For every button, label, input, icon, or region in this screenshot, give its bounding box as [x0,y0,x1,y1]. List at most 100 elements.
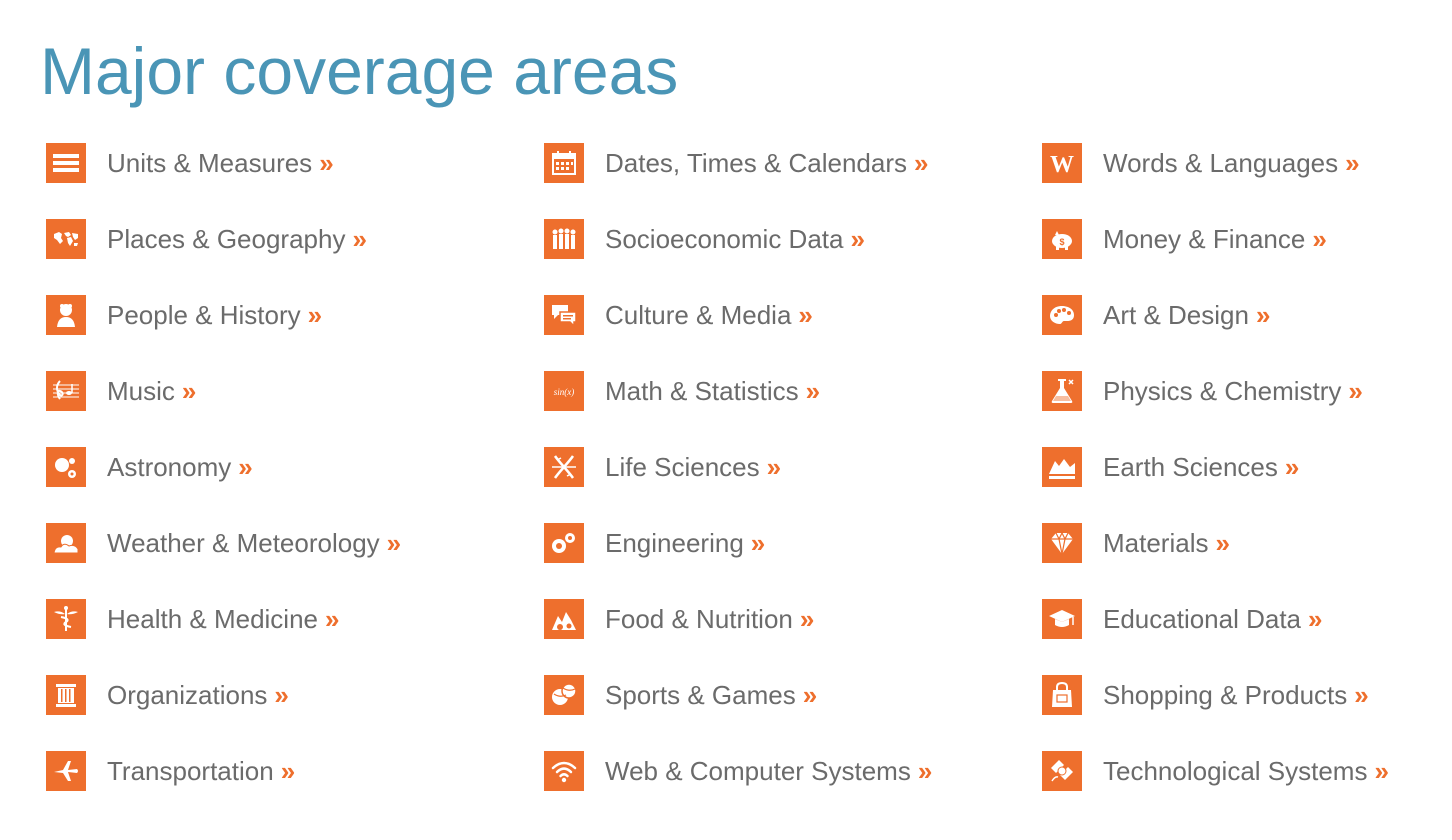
chevron-right-icon: » [805,376,821,406]
flask-icon [1042,371,1082,411]
coverage-link-dates-times-calendars[interactable]: Dates, Times & Calendars » [544,143,1042,183]
sports-balls-icon [544,675,584,715]
coverage-link-astronomy[interactable]: Astronomy » [46,447,544,487]
coverage-link-sports-games[interactable]: Sports & Games » [544,675,1042,715]
coverage-label: Transportation [107,756,274,786]
coverage-label: Places & Geography [107,224,346,254]
chevron-right-icon: » [1354,680,1369,710]
shopping-bag-icon [1042,675,1082,715]
chevron-right-icon: » [802,680,818,710]
sun-cloud-icon [46,523,86,563]
coverage-link-web-computer-systems[interactable]: Web & Computer Systems » [544,751,1042,791]
coverage-label: Health & Medicine [107,604,318,634]
chevron-right-icon: » [914,148,929,178]
coverage-label: Music [107,376,175,406]
svg-text:W: W [1050,152,1074,178]
coverage-link-physics-chemistry[interactable]: Physics & Chemistry » [1042,371,1446,411]
coverage-label: Math & Statistics [605,376,799,406]
coverage-link-people-history[interactable]: People & History » [46,295,544,335]
coverage-label: Web & Computer Systems [605,756,911,786]
coverage-label: Astronomy [107,452,232,482]
coverage-label: Technological Systems [1103,756,1368,786]
diamond-icon [1042,523,1082,563]
piggy-bank-icon: $ [1042,219,1082,259]
coverage-link-technological-systems[interactable]: Technological Systems » [1042,751,1446,791]
coverage-link-materials[interactable]: Materials » [1042,523,1446,563]
chevron-right-icon: » [1374,756,1389,786]
coverage-link-engineering[interactable]: Engineering » [544,523,1042,563]
airplane-icon [46,751,86,791]
coverage-label: Materials [1103,528,1209,558]
letter-w-icon: W [1042,143,1082,183]
coverage-link-weather-meteorology[interactable]: Weather & Meteorology » [46,523,544,563]
coverage-link-food-nutrition[interactable]: Food & Nutrition » [544,599,1042,639]
caduceus-icon [46,599,86,639]
coverage-link-shopping-products[interactable]: Shopping & Products » [1042,675,1446,715]
coverage-link-life-sciences[interactable]: Life Sciences » [544,447,1042,487]
svg-text:$: $ [1059,237,1064,247]
chevron-right-icon: » [307,300,323,330]
bust-portrait-icon [46,295,86,335]
svg-text:sin(x): sin(x) [554,387,575,397]
coverage-label: Money & Finance [1103,224,1306,254]
chevron-right-icon: » [352,224,367,254]
mountains-icon [1042,447,1082,487]
satellite-icon [1042,751,1082,791]
ruler-icon [46,143,86,183]
chevron-right-icon: » [799,604,815,634]
chevron-right-icon: » [917,756,933,786]
chevron-right-icon: » [1215,528,1230,558]
coverage-link-transportation[interactable]: Transportation » [46,751,544,791]
chevron-right-icon: » [1348,376,1363,406]
coverage-label: Engineering [605,528,744,558]
coverage-label: Earth Sciences [1103,452,1278,482]
palette-icon [1042,295,1082,335]
coverage-label: Physics & Chemistry [1103,376,1342,406]
coverage-link-art-design[interactable]: Art & Design » [1042,295,1446,335]
coverage-link-educational-data[interactable]: Educational Data » [1042,599,1446,639]
music-notes-icon [46,371,86,411]
coverage-label: Art & Design [1103,300,1249,330]
coverage-label: Weather & Meteorology [107,528,380,558]
coverage-label: Units & Measures [107,148,313,178]
chevron-right-icon: » [386,528,402,558]
food-icon [544,599,584,639]
coverage-label: Dates, Times & Calendars [605,148,908,178]
coverage-label: Shopping & Products [1103,680,1348,710]
chevron-right-icon: » [750,528,766,558]
sin-x-icon: sin(x) [544,371,584,411]
coverage-link-health-medicine[interactable]: Health & Medicine » [46,599,544,639]
chevron-right-icon: » [766,452,782,482]
coverage-link-organizations[interactable]: Organizations » [46,675,544,715]
chevron-right-icon: » [1255,300,1271,330]
chevron-right-icon: » [798,300,813,330]
column-pillar-icon [46,675,86,715]
coverage-link-places-geography[interactable]: Places & Geography » [46,219,544,259]
coverage-link-words-languages[interactable]: W Words & Languages » [1042,143,1446,183]
coverage-label: Words & Languages [1103,148,1339,178]
coverage-link-units-measures[interactable]: Units & Measures » [46,143,544,183]
coverage-label: Organizations [107,680,268,710]
coverage-link-math-statistics[interactable]: sin(x) Math & Statistics » [544,371,1042,411]
coverage-link-music[interactable]: Music » [46,371,544,411]
coverage-link-culture-media[interactable]: Culture & Media » [544,295,1042,335]
dna-helix-icon [544,447,584,487]
chevron-right-icon: » [850,224,865,254]
coverage-link-earth-sciences[interactable]: Earth Sciences » [1042,447,1446,487]
chevron-right-icon: » [274,680,289,710]
coverage-link-socioeconomic-data[interactable]: Socioeconomic Data » [544,219,1042,259]
coverage-label: People & History [107,300,301,330]
calendar-icon [544,143,584,183]
chevron-right-icon: » [319,148,334,178]
gears-icon [544,523,584,563]
chevron-right-icon: » [1308,604,1323,634]
coverage-label: Life Sciences [605,452,760,482]
chevron-right-icon: » [1345,148,1360,178]
coverage-link-money-finance[interactable]: $ Money & Finance » [1042,219,1446,259]
people-group-icon [544,219,584,259]
chevron-right-icon: » [325,604,340,634]
chevron-right-icon: » [181,376,197,406]
wifi-icon [544,751,584,791]
coverage-label: Culture & Media [605,300,792,330]
coverage-label: Socioeconomic Data [605,224,844,254]
